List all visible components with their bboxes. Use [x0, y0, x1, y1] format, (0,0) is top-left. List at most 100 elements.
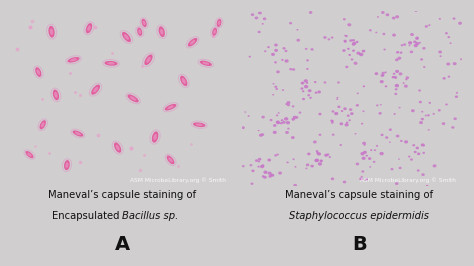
Ellipse shape: [352, 43, 356, 46]
Ellipse shape: [395, 70, 399, 73]
Ellipse shape: [281, 119, 283, 122]
Ellipse shape: [301, 82, 304, 85]
Ellipse shape: [344, 35, 346, 36]
Ellipse shape: [159, 26, 165, 37]
Ellipse shape: [438, 18, 441, 20]
Ellipse shape: [345, 66, 348, 68]
Ellipse shape: [309, 11, 312, 14]
Ellipse shape: [336, 98, 338, 100]
Text: Bacillus sp.: Bacillus sp.: [122, 211, 179, 222]
Ellipse shape: [418, 89, 421, 92]
Ellipse shape: [27, 153, 32, 157]
Ellipse shape: [420, 58, 423, 61]
Ellipse shape: [362, 110, 365, 112]
Ellipse shape: [439, 55, 442, 57]
Ellipse shape: [401, 44, 403, 46]
Ellipse shape: [421, 143, 425, 147]
Ellipse shape: [398, 158, 400, 160]
Ellipse shape: [251, 182, 254, 185]
Ellipse shape: [428, 102, 431, 104]
Ellipse shape: [292, 68, 295, 71]
Ellipse shape: [285, 103, 288, 105]
Ellipse shape: [278, 112, 280, 114]
Ellipse shape: [412, 144, 415, 146]
Text: A: A: [115, 235, 130, 254]
Ellipse shape: [327, 153, 329, 156]
Ellipse shape: [281, 59, 283, 61]
Ellipse shape: [453, 62, 456, 65]
Ellipse shape: [50, 28, 53, 35]
Ellipse shape: [389, 142, 391, 143]
Ellipse shape: [35, 67, 41, 77]
Ellipse shape: [376, 104, 379, 106]
Ellipse shape: [167, 155, 174, 164]
Ellipse shape: [364, 144, 366, 146]
Ellipse shape: [417, 152, 420, 155]
Ellipse shape: [258, 161, 260, 163]
Ellipse shape: [305, 48, 308, 50]
Ellipse shape: [70, 58, 77, 61]
Ellipse shape: [351, 58, 354, 60]
Ellipse shape: [202, 62, 209, 65]
Ellipse shape: [363, 85, 365, 87]
Ellipse shape: [291, 136, 295, 139]
Ellipse shape: [316, 152, 319, 154]
Ellipse shape: [425, 115, 427, 117]
Ellipse shape: [445, 32, 448, 34]
Ellipse shape: [307, 94, 310, 96]
Text: Maneval’s capsule staining of: Maneval’s capsule staining of: [48, 190, 196, 200]
Ellipse shape: [114, 142, 121, 153]
Ellipse shape: [108, 62, 115, 65]
Ellipse shape: [268, 175, 272, 178]
Ellipse shape: [271, 174, 274, 177]
Ellipse shape: [397, 57, 401, 60]
Ellipse shape: [438, 109, 441, 111]
Ellipse shape: [415, 37, 419, 40]
Ellipse shape: [345, 123, 349, 126]
Ellipse shape: [349, 108, 352, 111]
Ellipse shape: [242, 165, 245, 167]
Ellipse shape: [356, 163, 359, 165]
Ellipse shape: [370, 149, 373, 151]
Ellipse shape: [395, 15, 399, 18]
Ellipse shape: [26, 151, 34, 158]
Ellipse shape: [284, 50, 287, 52]
Ellipse shape: [328, 38, 330, 40]
Ellipse shape: [382, 72, 385, 74]
Ellipse shape: [308, 89, 311, 92]
Ellipse shape: [273, 83, 274, 85]
Ellipse shape: [306, 59, 309, 61]
Ellipse shape: [410, 158, 413, 161]
Ellipse shape: [257, 31, 261, 33]
Ellipse shape: [416, 147, 419, 149]
Ellipse shape: [259, 134, 263, 137]
Ellipse shape: [362, 142, 366, 145]
Ellipse shape: [411, 109, 415, 112]
Ellipse shape: [274, 44, 278, 46]
Ellipse shape: [283, 47, 286, 49]
Ellipse shape: [122, 32, 131, 42]
Ellipse shape: [438, 51, 442, 53]
Ellipse shape: [258, 12, 260, 14]
Ellipse shape: [380, 104, 382, 106]
Ellipse shape: [331, 36, 333, 39]
Ellipse shape: [258, 12, 262, 14]
Ellipse shape: [345, 35, 348, 37]
Ellipse shape: [381, 11, 384, 14]
Ellipse shape: [299, 111, 301, 114]
Ellipse shape: [241, 126, 245, 129]
Ellipse shape: [168, 157, 173, 162]
Ellipse shape: [422, 152, 425, 154]
Ellipse shape: [343, 107, 346, 110]
Ellipse shape: [419, 121, 423, 124]
Ellipse shape: [91, 85, 100, 95]
Ellipse shape: [249, 164, 252, 166]
Ellipse shape: [64, 160, 70, 170]
Ellipse shape: [247, 115, 250, 117]
Ellipse shape: [137, 28, 142, 36]
Ellipse shape: [255, 16, 258, 19]
Ellipse shape: [262, 23, 264, 25]
Ellipse shape: [54, 92, 58, 98]
Ellipse shape: [217, 19, 221, 27]
Ellipse shape: [302, 98, 305, 100]
